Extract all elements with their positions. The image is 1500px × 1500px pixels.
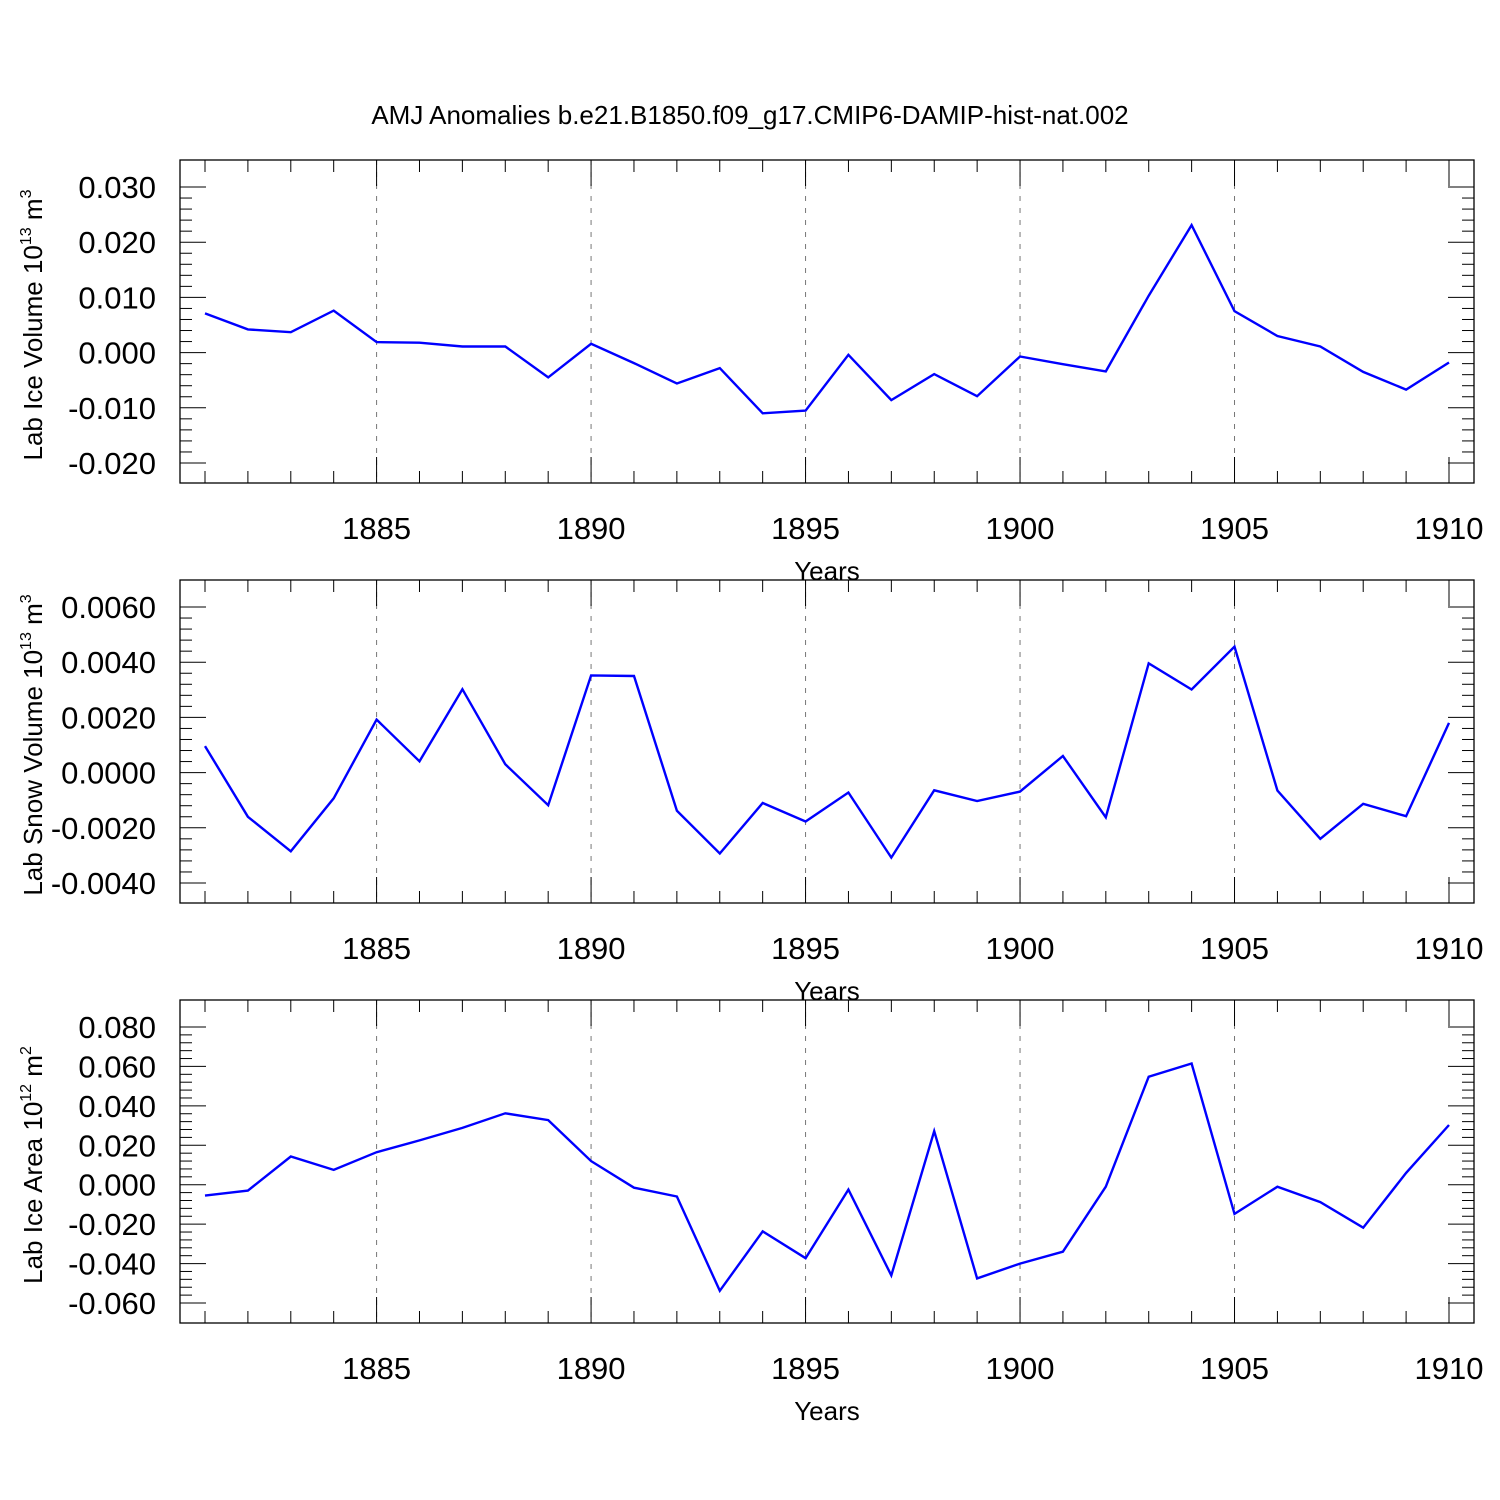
series-line — [204, 1061, 1450, 1294]
panel-3: 1885 1890 1895 1900 1905 1910 Years -0.060 -0.04… — [18, 999, 1484, 1426]
y-tick-label: -0.0020 — [51, 811, 156, 846]
x-tick-label: 1890 — [557, 1351, 626, 1386]
y-axis-label-unit-exponent: 3 — [18, 594, 35, 603]
panel-2: 1885 1890 1895 1900 1905 1910 Years -0.0040 -0.0… — [18, 579, 1484, 1006]
x-tick-label: 1890 — [557, 511, 626, 546]
x-tick-label: 1910 — [1415, 931, 1484, 966]
x-tick-label: 1905 — [1200, 1351, 1269, 1386]
y-tick-label: 0.0000 — [61, 756, 156, 791]
y-axis-label-unit: m — [18, 198, 48, 227]
y-tick-label: -0.0040 — [51, 866, 156, 901]
plot-frame — [179, 579, 1475, 904]
plot-frame — [179, 999, 1475, 1324]
y-tick-label: 0.020 — [78, 1128, 156, 1163]
series-line — [203, 644, 1451, 860]
x-tick-label: 1895 — [771, 511, 840, 546]
y-axis-label-unit: m — [18, 1055, 48, 1084]
series-line — [204, 222, 1450, 415]
y-tick-label: 0.000 — [78, 1168, 156, 1203]
x-tick-label: 1900 — [986, 511, 1055, 546]
y-tick-label: -0.040 — [68, 1247, 156, 1282]
panel-1: 1885 1890 1895 1900 1905 1910 Years -0.020 -0.01… — [18, 159, 1484, 586]
x-tick-label: 1885 — [342, 931, 411, 966]
y-axis-label-exponent: 12 — [18, 1084, 35, 1102]
x-tick-label: 1910 — [1415, 511, 1484, 546]
y-tick-label: 0.000 — [78, 336, 156, 371]
y-tick-label: 0.0060 — [61, 590, 156, 625]
y-tick-label: -0.020 — [68, 1207, 156, 1242]
y-tick-label: -0.020 — [68, 446, 156, 481]
x-tick-label: 1905 — [1200, 511, 1269, 546]
y-tick-label: 0.0020 — [61, 700, 156, 735]
x-axis-label: Years — [794, 556, 860, 586]
x-axis-label: Years — [794, 1396, 860, 1426]
y-tick-label: -0.010 — [68, 391, 156, 426]
x-tick-label: 1890 — [557, 931, 626, 966]
chart-title: AMJ Anomalies b.e21.B1850.f09_g17.CMIP6-… — [371, 100, 1128, 130]
x-tick-label: 1895 — [771, 1351, 840, 1386]
panels: 1885 1890 1895 1900 1905 1910 Years -0.020 -0.01… — [18, 159, 1484, 1426]
x-axis-label: Years — [794, 976, 860, 1006]
y-tick-label: 0.060 — [78, 1049, 156, 1084]
y-tick-label: -0.060 — [68, 1286, 156, 1321]
y-tick-label: 0.0040 — [61, 645, 156, 680]
x-tick-label: 1900 — [986, 931, 1055, 966]
y-tick-label: 0.010 — [78, 280, 156, 315]
y-tick-label: 0.020 — [78, 225, 156, 260]
y-tick-label: 0.040 — [78, 1089, 156, 1124]
y-axis-label-exponent: 13 — [18, 632, 35, 650]
x-tick-label: 1910 — [1415, 1351, 1484, 1386]
y-axis-label-unit: m — [18, 603, 48, 632]
y-axis-label-unit-exponent: 3 — [18, 189, 35, 198]
y-axis-label-text: Lab Ice Area 10 — [18, 1102, 48, 1284]
y-axis-label-exponent: 13 — [18, 227, 35, 245]
y-tick-label: 0.080 — [78, 1010, 156, 1045]
x-tick-label: 1885 — [342, 511, 411, 546]
x-tick-label: 1905 — [1200, 931, 1269, 966]
y-axis-label: Lab Snow Volume 1013 m3 — [18, 594, 48, 895]
x-tick-label: 1900 — [986, 1351, 1055, 1386]
x-tick-label: 1895 — [771, 931, 840, 966]
y-axis-label: Lab Ice Volume 1013 m3 — [18, 189, 48, 460]
y-axis-label-text: Lab Snow Volume 10 — [18, 650, 48, 896]
y-tick-label: 0.030 — [78, 170, 156, 205]
y-axis-label-unit-exponent: 2 — [18, 1046, 35, 1055]
y-axis-label: Lab Ice Area 1012 m2 — [18, 1046, 48, 1284]
plot-frame — [179, 159, 1475, 484]
y-axis-label-text: Lab Ice Volume 10 — [18, 245, 48, 460]
x-tick-label: 1885 — [342, 1351, 411, 1386]
